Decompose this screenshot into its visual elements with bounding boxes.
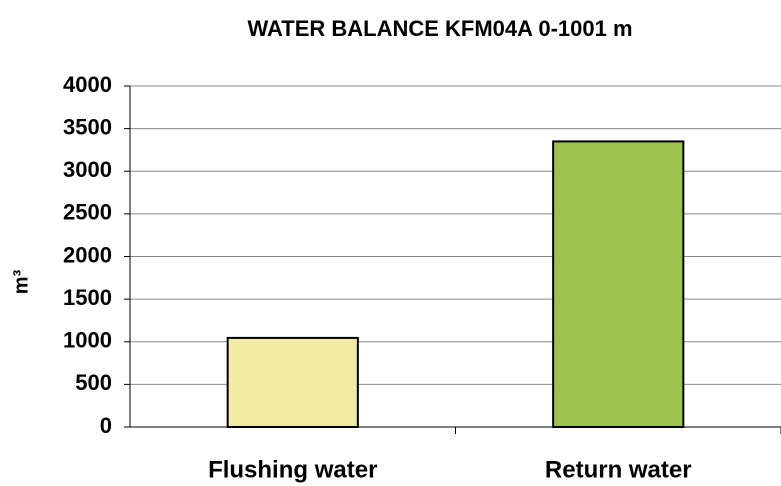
y-tick-label: 0 <box>100 413 112 438</box>
x-tick-label: Flushing water <box>208 456 377 483</box>
y-tick-label: 500 <box>75 370 112 395</box>
y-tick-label: 1500 <box>63 285 112 310</box>
y-tick-label: 1000 <box>63 328 112 353</box>
y-axis-label: m³ <box>10 269 32 294</box>
y-tick-label: 3500 <box>63 114 112 139</box>
x-tick-label: Return water <box>545 456 692 483</box>
chart-title: WATER BALANCE KFM04A 0-1001 m <box>247 16 632 41</box>
bar <box>226 336 359 429</box>
y-tick-label: 3000 <box>63 157 112 182</box>
y-tick-label: 2000 <box>63 242 112 267</box>
y-tick-label: 2500 <box>63 200 112 225</box>
y-tick-label: 4000 <box>63 72 112 97</box>
bar <box>552 140 685 428</box>
